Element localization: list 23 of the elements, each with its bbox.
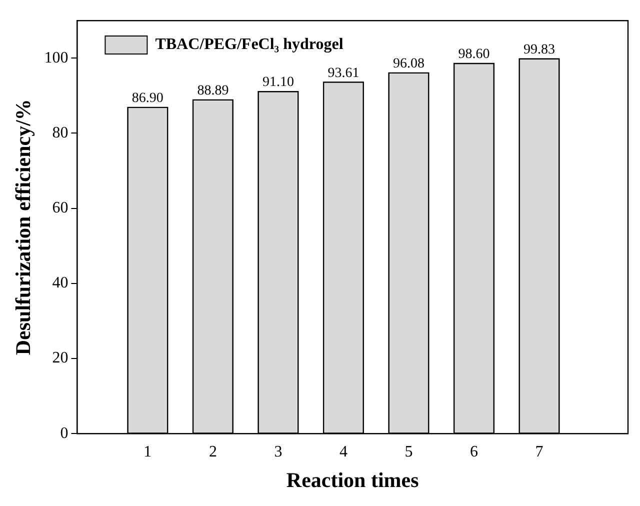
x-tick-label: 7 [535, 443, 544, 460]
x-axis-title: Reaction times [286, 468, 419, 492]
x-tick-label: 1 [144, 443, 152, 460]
data-label: 86.90 [132, 91, 164, 106]
data-label: 93.61 [328, 66, 360, 81]
y-tick-label: 80 [52, 124, 68, 142]
data-label: 99.83 [523, 42, 555, 58]
data-label: 98.60 [458, 47, 490, 62]
x-tick-label: 4 [339, 443, 348, 460]
y-tick-label: 20 [52, 350, 68, 367]
legend-label: TBAC/PEG/FeCl₃ hydrogel [155, 36, 344, 54]
x-tick-label: 3 [274, 443, 282, 460]
data-label: 96.08 [392, 56, 424, 72]
data-label: 91.10 [262, 75, 294, 90]
y-tick-label: 60 [52, 200, 68, 217]
x-tick-label: 2 [208, 443, 217, 460]
y-tick-label: 100 [44, 49, 68, 66]
x-tick-label: 5 [404, 443, 413, 460]
x-tick-label: 6 [470, 443, 478, 460]
y-tick-label: 0 [60, 424, 68, 442]
y-tick-label: 40 [52, 274, 68, 292]
y-axis-title: Desulfurization efficiency/% [11, 99, 36, 356]
data-label: 88.89 [197, 84, 229, 99]
